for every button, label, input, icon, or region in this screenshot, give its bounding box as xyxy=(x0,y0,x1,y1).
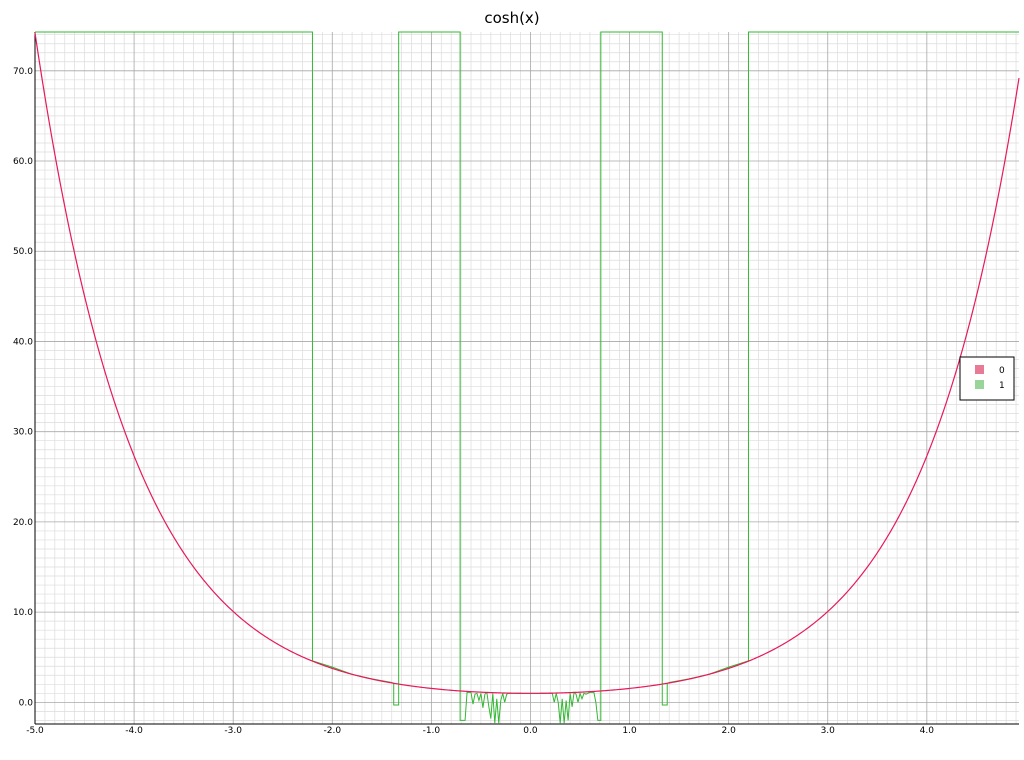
x-tick-label: 4.0 xyxy=(920,726,935,736)
x-tick-label: 2.0 xyxy=(721,726,736,736)
y-tick-label: 0.0 xyxy=(19,698,34,708)
y-tick-label: 50.0 xyxy=(13,247,33,257)
legend-swatch-series-0 xyxy=(975,365,984,374)
legend: 0 1 xyxy=(959,356,1015,401)
y-tick-label: 10.0 xyxy=(13,608,33,618)
y-tick-labels: 0.0 10.0 20.0 30.0 40.0 50.0 60.0 70.0 xyxy=(13,67,33,709)
x-tick-label: 0.0 xyxy=(523,726,538,736)
x-tick-label: -4.0 xyxy=(125,726,143,736)
legend-box xyxy=(959,356,1015,401)
x-tick-label: 1.0 xyxy=(622,726,637,736)
x-tick-label: -3.0 xyxy=(224,726,242,736)
legend-swatch-series-1 xyxy=(975,380,984,389)
y-tick-label: 30.0 xyxy=(13,428,33,438)
x-tick-label: 3.0 xyxy=(821,726,836,736)
y-tick-label: 40.0 xyxy=(13,337,33,347)
x-tick-labels: -5.0 -4.0 -3.0 -2.0 -1.0 0.0 1.0 2.0 3.0 4.0 xyxy=(26,726,934,736)
grid-major xyxy=(34,32,1019,724)
legend-label-series-1: 1 xyxy=(999,381,1005,391)
y-tick-label: 20.0 xyxy=(13,518,33,528)
series-0-line xyxy=(34,32,1020,694)
axes xyxy=(34,32,1019,725)
legend-label-series-0: 0 xyxy=(999,366,1005,376)
y-tick-label: 70.0 xyxy=(13,67,33,77)
y-tick-label: 60.0 xyxy=(13,157,33,167)
x-tick-label: -1.0 xyxy=(423,726,441,736)
grid-minor xyxy=(35,32,1019,724)
x-tick-label: -5.0 xyxy=(26,726,44,736)
x-tick-label: -2.0 xyxy=(323,726,341,736)
chart-title: cosh(x) xyxy=(484,9,539,27)
plot-area xyxy=(34,31,1020,724)
